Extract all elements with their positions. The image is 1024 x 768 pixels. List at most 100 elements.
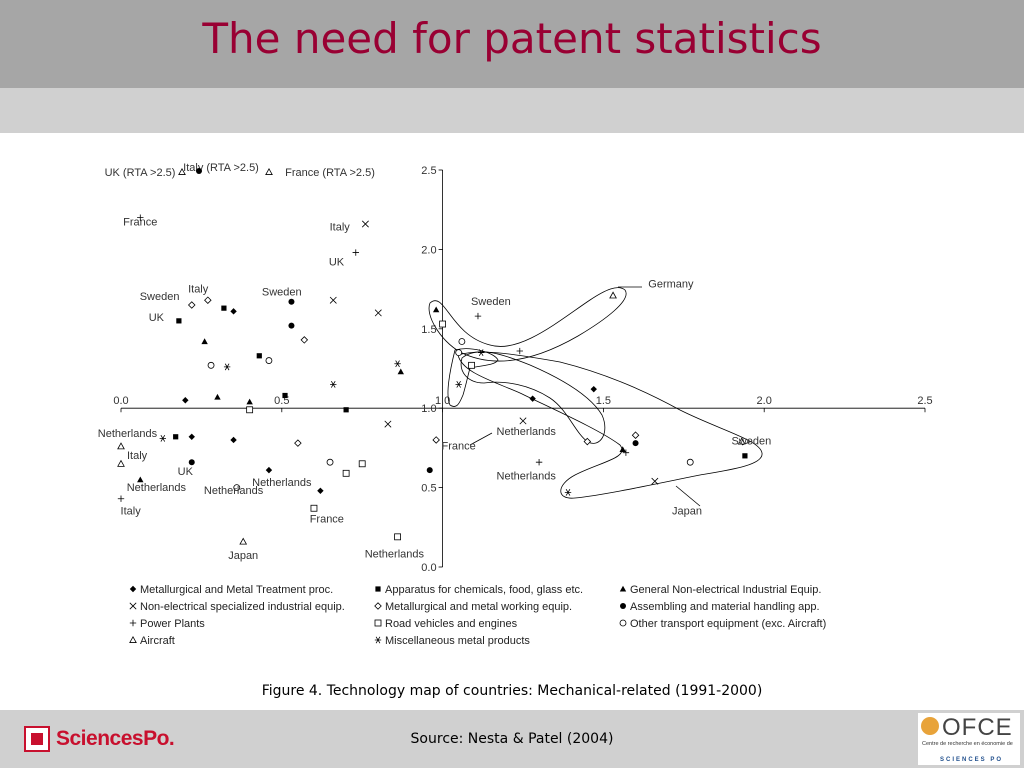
legend-marker [619, 619, 627, 627]
point-label: Netherlands [252, 477, 312, 489]
legend-label: Road vehicles and engines [385, 618, 518, 630]
y-tick-label: 0.0 [421, 562, 436, 574]
france-leader-line [469, 432, 493, 446]
data-point [519, 417, 527, 425]
chart-legend: Metallurgical and Metal Treatment proc. A… [129, 584, 826, 647]
point-label: Germany [648, 279, 694, 291]
data-point [282, 392, 288, 399]
data-point [159, 434, 167, 442]
data-point [737, 437, 746, 445]
ofce-logo: OFCE Centre de recherche en économie de … [918, 713, 1020, 765]
data-point [742, 453, 748, 459]
data-point [374, 309, 382, 317]
data-point [246, 398, 253, 405]
point-label: Italy [127, 450, 148, 462]
legend-label: Miscellaneous metal products [385, 635, 530, 647]
point-label: Netherlands [497, 471, 557, 483]
data-point [256, 353, 262, 359]
data-point [117, 495, 125, 502]
footer-bar [0, 710, 1024, 768]
data-point [326, 458, 334, 466]
data-point [352, 249, 359, 256]
legend-label: Power Plants [140, 618, 205, 630]
legend-marker [129, 619, 137, 627]
x-tick-label: 0.0 [113, 395, 128, 407]
data-point [631, 431, 640, 439]
data-point [310, 504, 318, 512]
data-point [384, 420, 392, 428]
data-point [535, 458, 543, 466]
point-label: Sweden [140, 291, 180, 303]
data-point [397, 368, 404, 375]
legend-marker [374, 602, 382, 610]
data-point [343, 407, 349, 413]
data-point [288, 322, 295, 329]
legend-marker [374, 619, 382, 627]
data-point [394, 533, 401, 541]
x-tick-label: 0.5 [274, 395, 289, 407]
cluster-japan [457, 351, 763, 499]
point-label: Sweden [262, 286, 302, 298]
legend-marker [619, 585, 627, 592]
out-of-range-label: UK (RTA >2.5) [105, 167, 176, 179]
data-point [221, 305, 227, 311]
data-point [394, 360, 401, 368]
data-point [117, 442, 125, 450]
data-point [188, 433, 195, 440]
chart-marks [117, 214, 748, 545]
data-point [317, 487, 324, 494]
data-point [609, 291, 617, 299]
data-point [455, 380, 462, 388]
point-label: UK [149, 312, 165, 324]
legend-marker [620, 603, 626, 609]
data-point [300, 336, 309, 344]
slide-title: The need for patent statistics [202, 14, 822, 63]
legend-label: Non-electrical specialized industrial eq… [140, 601, 345, 613]
data-point [265, 357, 273, 364]
point-label: France [442, 440, 476, 452]
data-point [619, 446, 626, 453]
legend-marker [129, 602, 137, 610]
y-tick-label: 1.5 [421, 324, 436, 336]
point-label: Sweden [731, 436, 771, 448]
out-of-range-label: France (RTA >2.5) [285, 167, 375, 179]
data-point [233, 484, 241, 492]
out-of-range-marker [196, 168, 202, 174]
data-point [529, 395, 536, 402]
x-tick-label: 1.5 [596, 395, 611, 407]
ofce-circle-icon [921, 717, 939, 735]
legend-marker [129, 635, 137, 643]
data-point [329, 296, 337, 304]
legend-marker [374, 636, 382, 644]
data-point [468, 361, 475, 369]
data-point [477, 349, 485, 357]
data-point [239, 537, 248, 545]
data-point [439, 320, 447, 328]
legend-label: Metallurgical and metal working equip. [385, 601, 572, 613]
x-tick-label: 1.0 [435, 395, 450, 407]
source-note: Source: Nesta & Patel (2004) [410, 731, 614, 747]
point-label: Netherlands [98, 428, 158, 440]
y-tick-label: 0.5 [421, 483, 436, 495]
data-point [230, 308, 237, 315]
out-of-range-labels: UK (RTA >2.5) Italy (RTA >2.5) France (RTA… [105, 162, 375, 179]
data-point [426, 467, 433, 474]
data-point [137, 476, 144, 483]
point-label: Japan [228, 550, 258, 562]
sciencespo-wordmark: SciencesPo. [56, 727, 175, 750]
data-point [201, 338, 208, 345]
technology-map-chart: 0.0 0.0 0.5 0.5 1.01.0 1.5 1.5 2.0 2.0 2.5 2.5 Fra… [98, 162, 933, 647]
header-bar [0, 0, 1024, 88]
data-point [137, 214, 144, 221]
data-point [294, 439, 302, 447]
data-point [188, 459, 195, 466]
data-point [455, 349, 463, 357]
chart-point-labels: France Italy UK Sweden Italy UK Sweden Sweden Ge… [98, 217, 771, 562]
legend-label: Other transport equipment (exc. Aircraft… [630, 618, 826, 630]
data-point [622, 449, 630, 456]
point-label: Netherlands [497, 426, 557, 438]
data-point [117, 459, 125, 467]
data-point [564, 488, 572, 496]
data-point [432, 306, 440, 313]
ofce-tagline: Centre de recherche en économie de [922, 741, 1013, 747]
